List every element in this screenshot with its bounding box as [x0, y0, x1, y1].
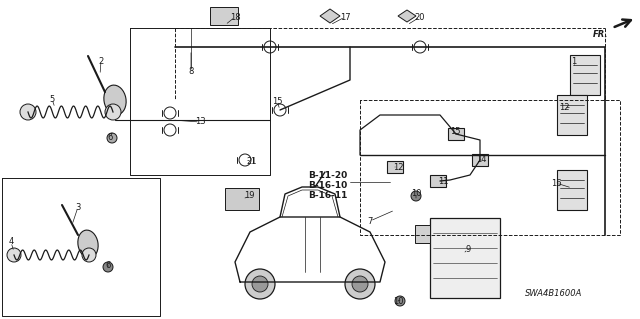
Text: 21: 21	[247, 157, 257, 166]
Bar	[225, 188, 259, 210]
Text: 4: 4	[8, 238, 13, 247]
Bar	[415, 225, 430, 243]
Bar	[430, 175, 446, 187]
Polygon shape	[320, 9, 340, 23]
Text: 2: 2	[99, 56, 104, 65]
Bar	[210, 7, 238, 25]
Polygon shape	[398, 10, 416, 22]
Circle shape	[345, 269, 375, 299]
Text: 17: 17	[340, 12, 350, 21]
Bar	[448, 128, 464, 140]
Text: 15: 15	[272, 97, 282, 106]
Circle shape	[352, 276, 368, 292]
Circle shape	[252, 276, 268, 292]
Bar	[387, 161, 403, 173]
Ellipse shape	[78, 230, 98, 258]
Text: 9: 9	[465, 244, 470, 254]
Circle shape	[107, 133, 117, 143]
Circle shape	[82, 248, 96, 262]
Text: 10: 10	[393, 296, 403, 306]
Circle shape	[245, 269, 275, 299]
Text: 5: 5	[49, 94, 54, 103]
Text: 20: 20	[415, 12, 425, 21]
Text: B-16-11: B-16-11	[308, 190, 348, 199]
Circle shape	[105, 104, 121, 120]
Circle shape	[20, 104, 36, 120]
Text: 16: 16	[550, 179, 561, 188]
Text: 6: 6	[108, 133, 113, 143]
Text: 11: 11	[438, 176, 448, 186]
Text: 1: 1	[572, 57, 577, 66]
Bar	[557, 95, 587, 135]
Ellipse shape	[104, 85, 126, 115]
Text: FR.: FR.	[593, 30, 608, 39]
Text: 15: 15	[450, 127, 460, 136]
Text: B-16-10: B-16-10	[308, 181, 348, 189]
Text: 3: 3	[76, 203, 81, 211]
Text: 7: 7	[367, 217, 372, 226]
Text: B-11-20: B-11-20	[308, 170, 348, 180]
Text: 12: 12	[393, 162, 403, 172]
Circle shape	[395, 296, 405, 306]
Text: 8: 8	[188, 68, 194, 77]
Circle shape	[7, 248, 21, 262]
Circle shape	[411, 191, 421, 201]
Text: SWA4B1600A: SWA4B1600A	[525, 288, 582, 298]
Text: 6: 6	[106, 261, 111, 270]
Circle shape	[103, 262, 113, 272]
Text: 10: 10	[411, 189, 421, 197]
Bar	[430, 218, 500, 298]
Bar	[557, 170, 587, 210]
Bar	[570, 55, 600, 95]
Text: 19: 19	[244, 191, 254, 201]
Text: 13: 13	[195, 117, 205, 127]
Bar	[472, 154, 488, 166]
Text: 12: 12	[559, 102, 569, 112]
Text: 18: 18	[230, 12, 240, 21]
Text: 14: 14	[476, 155, 486, 165]
